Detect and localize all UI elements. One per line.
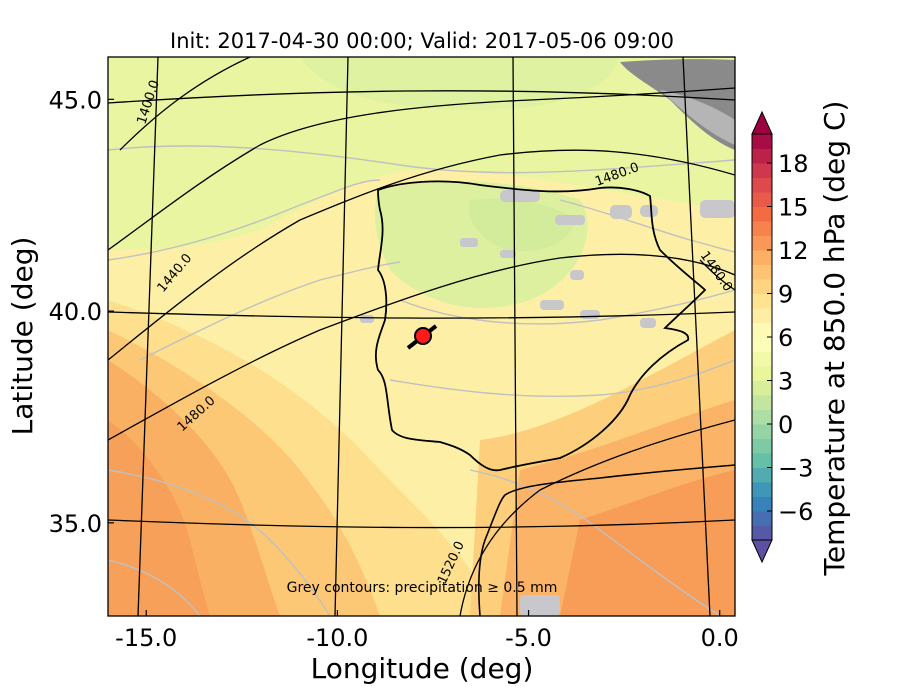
colorbar-extend-max: [751, 110, 773, 135]
colorbar-segment: [752, 453, 772, 468]
colorbar-segment: [752, 206, 772, 222]
colorbar-segment: [752, 279, 772, 294]
colorbar-segment: [752, 438, 772, 454]
colorbar-segment: [752, 467, 772, 483]
x-axis-label: Longitude (deg): [311, 652, 534, 685]
coastline: [374, 180, 707, 472]
precip-annotation: Grey contours: precipitation ≥ 0.5 mm: [287, 580, 558, 596]
colorbar-segment: [752, 351, 772, 367]
colorbar-segment: [752, 482, 772, 497]
colorbar-segment: [752, 525, 772, 541]
colorbar-segment: [752, 148, 772, 164]
colorbar-segment: [752, 308, 772, 323]
location-marker: [406, 324, 438, 350]
graticule: [108, 57, 735, 616]
colorbar-segment: [752, 337, 772, 352]
y-tick-label: 45.0: [49, 86, 102, 114]
colorbar-label: Temperature at 850.0 hPa (deg C): [818, 101, 851, 577]
warm-band-se-3: [560, 470, 735, 616]
x-tick-label: -15.0: [115, 624, 177, 652]
y-tick-label: 40.0: [49, 298, 102, 326]
colorbar-segment: [752, 366, 772, 381]
colorbar-tick-label: 0: [778, 411, 793, 439]
colorbar-tick-label: −3: [778, 455, 813, 483]
y-axis-ticks: 35.0 40.0 45.0: [49, 86, 114, 538]
cool-region-north-center: [469, 198, 575, 252]
colorbar-segment: [752, 134, 772, 149]
colorbar-tick-label: 15: [778, 194, 809, 222]
y-axis-label: Latitude (deg): [6, 237, 39, 436]
colorbar-segment: [752, 221, 772, 236]
colorbar-extend-min: [751, 539, 773, 564]
x-tick-label: 0.0: [701, 624, 739, 652]
colorbar-tick-label: 9: [778, 281, 793, 309]
colorbar: −6 −3 0 3 6 9 12 15 18: [751, 110, 813, 564]
y-tick-label: 35.0: [49, 510, 102, 538]
x-tick-label: -5.0: [505, 624, 552, 652]
colorbar-segment: [752, 264, 772, 280]
warm-band-4: [108, 420, 210, 616]
colorbar-tick-label: 12: [778, 237, 809, 265]
colorbar-segment: [752, 322, 772, 338]
colorbar-segment: [752, 250, 772, 265]
colorbar-segment: [752, 177, 772, 193]
colorbar-segment: [752, 380, 772, 396]
cool-region-north: [108, 57, 735, 250]
colorbar-tick-label: 18: [778, 150, 809, 178]
colorbar-segment: [752, 163, 772, 178]
precip-contours: [108, 145, 735, 616]
cool-region-top: [300, 57, 620, 110]
map-frame: [107, 56, 736, 617]
colorbar-segment: [752, 235, 772, 251]
x-tick-label: -10.0: [306, 624, 368, 652]
colorbar-segment: [752, 511, 772, 526]
colorbar-segment: [752, 395, 772, 410]
colorbar-tick-label: −6: [778, 498, 813, 526]
geopotential-lines: [108, 57, 735, 616]
colorbar-segment: [752, 409, 772, 425]
colorbar-tick-label: 3: [778, 368, 793, 396]
colorbar-segment: [752, 496, 772, 512]
x-axis-ticks: -15.0 -10.0 -5.0 0.0: [115, 610, 739, 652]
colorbar-tick-label: 6: [778, 324, 793, 352]
colorbar-segment: [752, 293, 772, 309]
mountain-region-light: [660, 90, 735, 145]
colorbar-segment: [752, 192, 772, 207]
colorbar-segment: [752, 424, 772, 439]
map-area: 1400.0 1440.0 1480.0 1480.0 1480.0 1520.…: [108, 57, 735, 616]
chart-title: Init: 2017-04-30 00:00; Valid: 2017-05-0…: [170, 29, 674, 53]
